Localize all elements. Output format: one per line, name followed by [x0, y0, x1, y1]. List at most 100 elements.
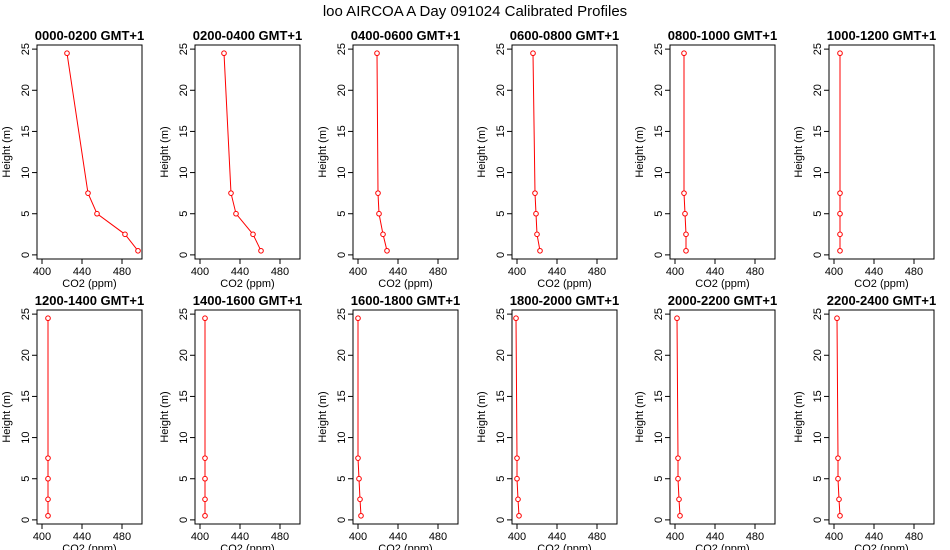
profile-point — [358, 512, 364, 519]
y-tick-label: 0 — [495, 252, 507, 258]
y-tick-label: 5 — [20, 476, 32, 482]
y-tick-label: 20 — [495, 349, 507, 361]
profile-point — [532, 190, 538, 196]
y-tick-label: 0 — [336, 517, 348, 523]
y-axis-label: Height (m) — [634, 391, 646, 442]
profile-point — [836, 496, 842, 503]
x-tick-label: 480 — [429, 266, 447, 278]
plot-frame — [194, 44, 301, 260]
profile-point — [202, 475, 208, 482]
x-tick-label: 480 — [905, 531, 923, 543]
panel-6: 1200-1400 GMT+1 400 440 480 0 5 10 15 20 25 CO2 (p… — [1, 293, 144, 550]
x-tick-label: 480 — [746, 531, 764, 543]
x-tick-label: 480 — [271, 266, 289, 278]
plot-frame — [828, 44, 935, 260]
x-axis-label: CO2 (ppm) — [62, 543, 116, 550]
profile-point — [202, 512, 208, 519]
x-axis-label: CO2 (ppm) — [62, 278, 116, 290]
panel-7: 1400-1600 GMT+1 400 440 480 0 5 10 15 20 25 CO2 (p… — [159, 293, 302, 550]
x-tick-label: 440 — [548, 531, 566, 543]
y-axis-label: Height (m) — [1, 126, 13, 177]
x-axis-label: CO2 (ppm) — [537, 543, 591, 550]
panel-5: 1000-1200 GMT+1 400 440 480 0 5 10 15 20 25 CO2 (p… — [793, 28, 936, 290]
y-tick-label: 0 — [495, 517, 507, 523]
x-tick-label: 400 — [825, 266, 843, 278]
x-tick-label: 440 — [548, 266, 566, 278]
y-axis-label: Height (m) — [317, 391, 329, 442]
y-tick-label: 5 — [812, 211, 824, 217]
x-axis-label: CO2 (ppm) — [695, 278, 749, 290]
x-tick-label: 480 — [271, 531, 289, 543]
y-tick-label: 10 — [20, 431, 32, 443]
y-tick-label: 20 — [653, 84, 665, 96]
plot-frame — [511, 309, 618, 525]
y-tick-label: 0 — [20, 252, 32, 258]
y-tick-label: 25 — [20, 308, 32, 320]
profile-point — [530, 50, 536, 57]
x-tick-label: 480 — [429, 531, 447, 543]
y-axis-label: Height (m) — [159, 126, 171, 177]
y-tick-label: 5 — [495, 211, 507, 217]
y-axis-label: Height (m) — [476, 391, 488, 442]
profile-point — [356, 475, 362, 482]
y-tick-label: 15 — [653, 125, 665, 137]
y-tick-label: 15 — [336, 390, 348, 402]
profile-point — [676, 496, 682, 503]
y-tick-label: 25 — [495, 308, 507, 320]
panel-4: 0800-1000 GMT+1 400 440 480 0 5 10 15 20 25 CO2 (p… — [634, 28, 777, 290]
y-tick-label: 10 — [336, 431, 348, 443]
profile-point — [513, 315, 519, 322]
profile-point — [835, 455, 841, 461]
y-axis-label: Height (m) — [793, 391, 805, 442]
profile-point — [534, 231, 540, 238]
x-tick-label: 480 — [588, 531, 606, 543]
y-axis-label: Height (m) — [1, 391, 13, 442]
profile-point — [683, 247, 689, 254]
profile-point — [258, 247, 264, 254]
profile-point — [515, 496, 521, 503]
profile-point — [683, 231, 689, 238]
y-tick-label: 5 — [653, 211, 665, 217]
panel-title: 1600-1800 GMT+1 — [351, 293, 460, 308]
x-tick-label: 440 — [231, 266, 249, 278]
x-tick-label: 480 — [113, 531, 131, 543]
profile-point — [834, 315, 840, 322]
x-axis-label: CO2 (ppm) — [695, 543, 749, 550]
y-tick-label: 5 — [336, 211, 348, 217]
y-axis-label: Height (m) — [634, 126, 646, 177]
x-tick-label: 400 — [666, 531, 684, 543]
profile-point — [837, 231, 843, 238]
y-tick-label: 15 — [20, 390, 32, 402]
profile-point — [375, 190, 381, 196]
x-tick-label: 400 — [33, 531, 51, 543]
panel-title: 0000-0200 GMT+1 — [35, 28, 144, 43]
panel-title: 0400-0600 GMT+1 — [351, 28, 460, 43]
profile-point — [376, 210, 382, 217]
y-tick-label: 25 — [178, 43, 190, 55]
plot-frame — [669, 44, 776, 260]
y-tick-label: 20 — [336, 84, 348, 96]
profile-point — [202, 496, 208, 503]
x-tick-label: 480 — [113, 266, 131, 278]
plot-frame — [36, 309, 143, 525]
profile-point — [837, 512, 843, 519]
panel-title: 1200-1400 GMT+1 — [35, 293, 144, 308]
x-axis-label: CO2 (ppm) — [220, 543, 274, 550]
y-tick-label: 0 — [336, 252, 348, 258]
panel-3: 0600-0800 GMT+1 400 440 480 0 5 10 15 20 25 CO2 (p… — [476, 28, 619, 290]
x-tick-label: 440 — [73, 531, 91, 543]
y-tick-label: 0 — [178, 252, 190, 258]
y-tick-label: 25 — [812, 43, 824, 55]
profile-point — [374, 50, 380, 57]
panels-grid: 0000-0200 GMT+1 400 440 480 0 5 10 15 20 25 CO2 (p… — [1, 28, 936, 550]
y-tick-label: 15 — [20, 125, 32, 137]
plot-frame — [352, 44, 459, 260]
main-title: loo AIRCOA A Day 091024 Calibrated Profi… — [323, 3, 627, 20]
y-tick-label: 15 — [812, 125, 824, 137]
y-tick-label: 10 — [812, 166, 824, 178]
profile-point — [355, 455, 361, 461]
y-tick-label: 20 — [178, 349, 190, 361]
y-tick-label: 10 — [178, 431, 190, 443]
y-tick-label: 15 — [812, 390, 824, 402]
